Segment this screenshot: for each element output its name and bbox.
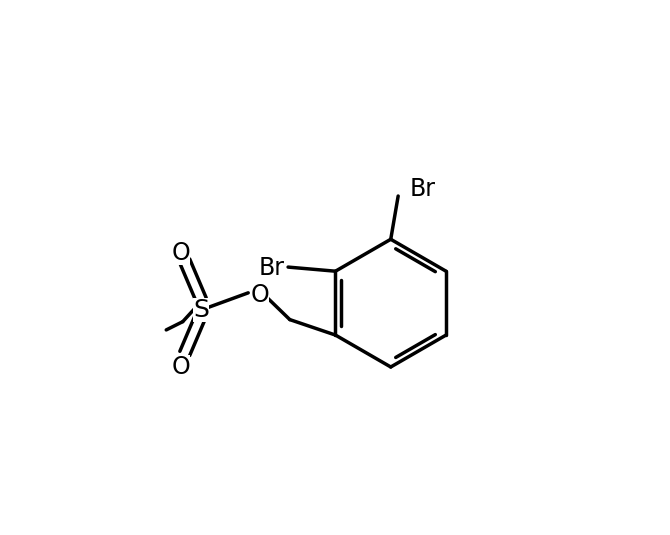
Text: Br: Br xyxy=(409,178,436,202)
Text: O: O xyxy=(172,355,190,379)
Text: S: S xyxy=(194,298,209,322)
Text: O: O xyxy=(251,284,269,307)
Text: Br: Br xyxy=(259,256,285,279)
Text: O: O xyxy=(172,241,190,265)
